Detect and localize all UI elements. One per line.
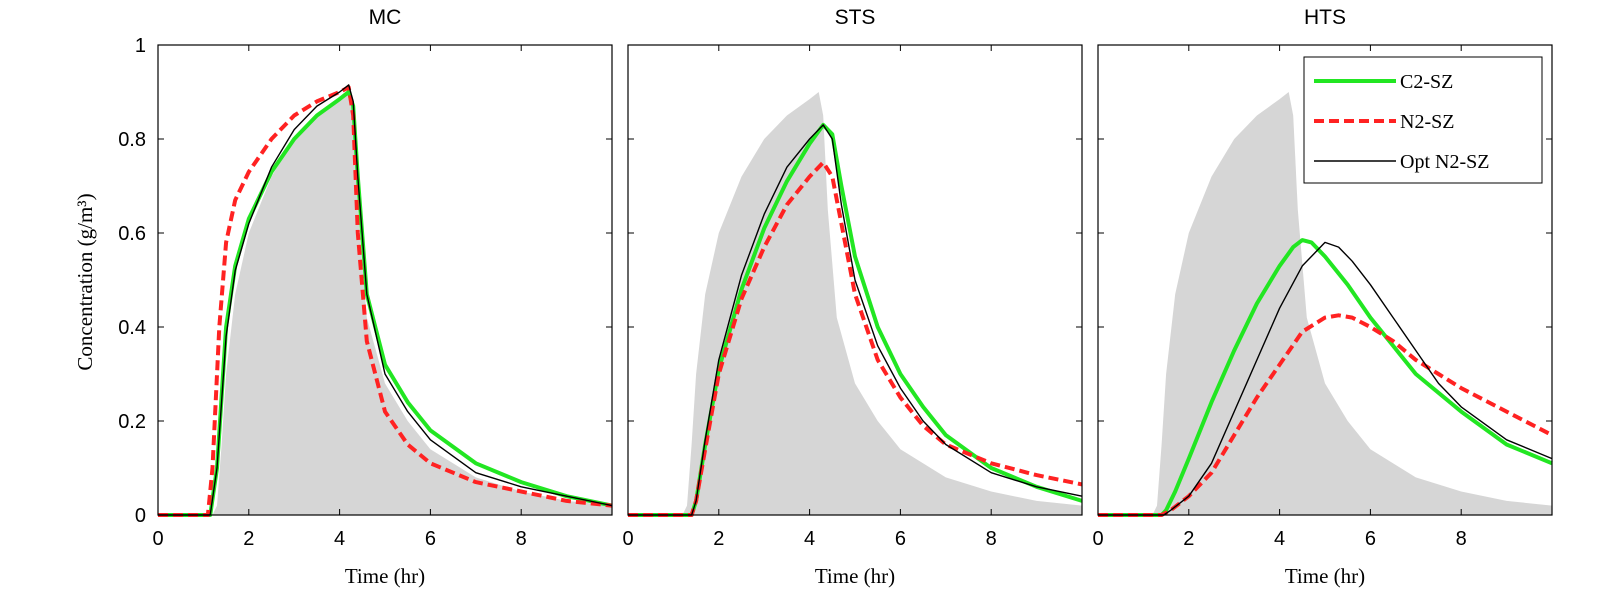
input-area [1098, 92, 1552, 515]
panel-hts: 0 2 4 6 8 HTS Time (hr) [1092, 6, 1553, 588]
x-tick-label: 4 [804, 528, 815, 550]
x-tick-label: 2 [1183, 528, 1194, 550]
x-tick-label: 8 [986, 528, 997, 550]
panel-sts: 0 2 4 6 8 STS Time (hr) [622, 6, 1083, 588]
x-tick-label: 2 [713, 528, 724, 550]
x-tick-label: 4 [334, 528, 345, 550]
series-line-opt-n2-sz [158, 84, 613, 516]
series-line-opt-n2-sz [1098, 241, 1553, 516]
y-tick-label: 0.8 [118, 129, 146, 151]
x-tick-label: 8 [516, 528, 527, 550]
x-tick-label: 0 [152, 528, 163, 550]
x-tick-label: 8 [1456, 528, 1467, 550]
x-tick-label: 0 [1092, 528, 1103, 550]
input-area [158, 92, 612, 515]
x-tick-label: 6 [895, 528, 906, 550]
y-axis-label: Concentration (g/m³) [73, 193, 97, 370]
x-tick-label: 6 [425, 528, 436, 550]
x-tick-label: 4 [1274, 528, 1285, 550]
panel-title: HTS [1304, 6, 1346, 29]
x-tick-label: 0 [622, 528, 633, 550]
y-tick-label: 0.6 [118, 223, 146, 245]
axes-frame [627, 44, 1083, 516]
series-line-n2-sz [158, 85, 613, 517]
legend-box [1303, 56, 1543, 184]
legend-label: C2-SZ [1400, 71, 1453, 93]
panel-mc: 0 2 4 6 8 0 0.2 0.4 0.6 0.8 1 MC Time (hr) [118, 6, 613, 588]
y-tick-label: 1 [135, 35, 146, 57]
legend-label: Opt N2-SZ [1400, 151, 1489, 173]
x-axis-label: Time (hr) [1285, 564, 1365, 588]
panel-title: MC [369, 6, 402, 29]
axes-frame [1097, 44, 1553, 516]
series-line-c2-sz [628, 122, 1083, 517]
series-line-opt-n2-sz [628, 124, 1083, 516]
panel-title: STS [835, 6, 876, 29]
x-axis-label: Time (hr) [815, 564, 895, 588]
y-tick-label: 0.2 [118, 411, 146, 433]
x-tick-label: 6 [1365, 528, 1376, 550]
series-line-c2-sz [158, 90, 613, 517]
x-tick-label: 2 [243, 528, 254, 550]
y-tick-label: 0 [135, 505, 146, 527]
y-tick-label: 0.4 [118, 317, 146, 339]
axes-frame [157, 44, 613, 516]
x-axis-label: Time (hr) [345, 564, 425, 588]
legend: C2-SZ N2-SZ Opt N2-SZ [1303, 56, 1543, 184]
legend-label: N2-SZ [1400, 111, 1454, 133]
panels: 0 2 4 6 8 0 0.2 0.4 0.6 0.8 1 MC Time (hr) 0 2 4 6 8 STS Ti… [118, 6, 1553, 588]
input-area [628, 92, 1082, 515]
series-line-c2-sz [1098, 238, 1553, 517]
